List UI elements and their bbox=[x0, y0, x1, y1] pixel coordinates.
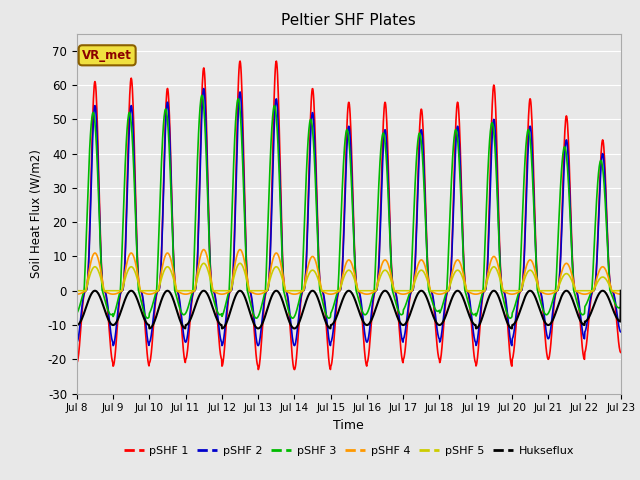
pSHF 4 bbox=[553, 288, 561, 294]
pSHF 2 bbox=[195, 239, 202, 244]
Line: pSHF 3: pSHF 3 bbox=[77, 96, 621, 318]
pSHF 5 bbox=[617, 288, 625, 294]
pSHF 1 bbox=[255, 362, 263, 368]
Hukseflux bbox=[145, 325, 153, 331]
pSHF 3 bbox=[143, 315, 151, 321]
pSHF 4 bbox=[255, 291, 263, 297]
pSHF 1 bbox=[236, 58, 244, 64]
pSHF 1 bbox=[255, 367, 262, 372]
Legend: pSHF 1, pSHF 2, pSHF 3, pSHF 4, pSHF 5, Hukseflux: pSHF 1, pSHF 2, pSHF 3, pSHF 4, pSHF 5, … bbox=[119, 441, 579, 460]
pSHF 5 bbox=[505, 288, 513, 294]
pSHF 2 bbox=[109, 343, 117, 348]
pSHF 4 bbox=[617, 291, 625, 297]
pSHF 3 bbox=[553, 262, 561, 268]
pSHF 4 bbox=[194, 267, 202, 273]
pSHF 5 bbox=[255, 288, 263, 294]
pSHF 1 bbox=[180, 357, 188, 363]
pSHF 2 bbox=[617, 329, 625, 335]
Hukseflux bbox=[181, 325, 189, 331]
pSHF 1 bbox=[617, 349, 625, 355]
Hukseflux bbox=[255, 325, 263, 331]
pSHF 5 bbox=[180, 288, 188, 294]
pSHF 2 bbox=[255, 339, 263, 345]
Hukseflux bbox=[505, 322, 513, 328]
pSHF 3 bbox=[617, 304, 625, 310]
pSHF 4 bbox=[73, 291, 81, 297]
pSHF 4 bbox=[505, 291, 513, 297]
Line: pSHF 1: pSHF 1 bbox=[77, 61, 621, 370]
pSHF 1 bbox=[194, 246, 202, 252]
pSHF 4 bbox=[434, 291, 442, 297]
pSHF 4 bbox=[200, 247, 207, 252]
pSHF 1 bbox=[434, 350, 442, 356]
pSHF 2 bbox=[200, 85, 207, 91]
Hukseflux bbox=[73, 322, 81, 328]
Hukseflux bbox=[434, 321, 442, 327]
Y-axis label: Soil Heat Flux (W/m2): Soil Heat Flux (W/m2) bbox=[29, 149, 42, 278]
X-axis label: Time: Time bbox=[333, 419, 364, 432]
pSHF 3 bbox=[198, 93, 206, 98]
pSHF 4 bbox=[180, 291, 188, 297]
Title: Peltier SHF Plates: Peltier SHF Plates bbox=[282, 13, 416, 28]
pSHF 3 bbox=[255, 311, 263, 317]
pSHF 3 bbox=[505, 314, 513, 320]
pSHF 1 bbox=[505, 339, 513, 345]
pSHF 1 bbox=[553, 288, 561, 294]
pSHF 2 bbox=[181, 338, 189, 344]
pSHF 2 bbox=[505, 325, 513, 331]
Line: pSHF 2: pSHF 2 bbox=[77, 88, 621, 346]
Hukseflux bbox=[195, 295, 202, 301]
Line: pSHF 4: pSHF 4 bbox=[77, 250, 621, 294]
pSHF 3 bbox=[434, 309, 442, 314]
pSHF 2 bbox=[553, 288, 561, 294]
Hukseflux bbox=[617, 288, 625, 294]
Text: VR_met: VR_met bbox=[82, 49, 132, 62]
pSHF 5 bbox=[434, 288, 442, 294]
pSHF 2 bbox=[73, 339, 81, 345]
pSHF 5 bbox=[194, 274, 202, 279]
pSHF 3 bbox=[195, 140, 202, 145]
Hukseflux bbox=[553, 307, 561, 313]
pSHF 1 bbox=[73, 360, 81, 366]
pSHF 5 bbox=[200, 261, 207, 266]
Line: Hukseflux: Hukseflux bbox=[77, 291, 621, 328]
pSHF 3 bbox=[181, 312, 189, 317]
pSHF 2 bbox=[434, 331, 442, 337]
pSHF 5 bbox=[73, 288, 81, 294]
pSHF 3 bbox=[73, 311, 81, 316]
pSHF 5 bbox=[553, 288, 561, 294]
Line: pSHF 5: pSHF 5 bbox=[77, 264, 621, 291]
